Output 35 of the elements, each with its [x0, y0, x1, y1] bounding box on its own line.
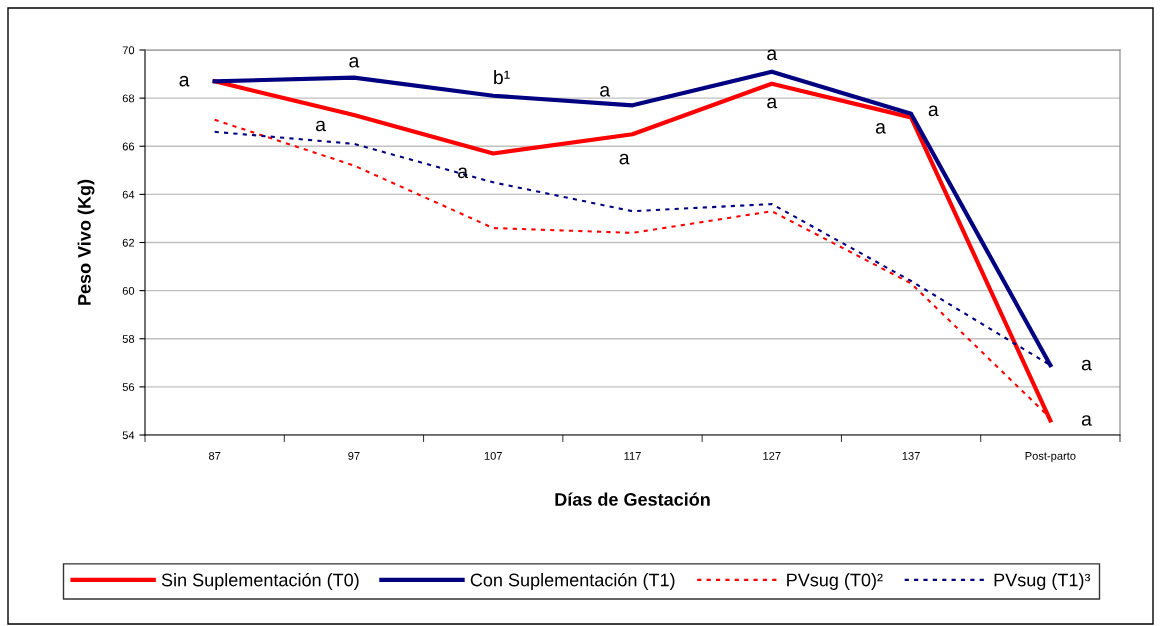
legend-label: Sin Suplementación (T0)	[161, 572, 359, 590]
legend-label: PVsug (T1)³	[994, 573, 1091, 590]
x-tick-label: 97	[348, 451, 360, 460]
annotation: a	[458, 167, 469, 179]
annotation: a	[767, 49, 778, 61]
y-tick-label: 70	[122, 46, 135, 55]
x-tick-label: Post-parto	[1025, 452, 1076, 463]
annotation: a	[619, 153, 630, 165]
x-tick-label: 107	[484, 451, 502, 460]
annotation: a	[767, 97, 778, 109]
x-tick-label: 127	[763, 451, 781, 460]
y-tick-label: 62	[122, 238, 135, 247]
annotation: a	[928, 105, 939, 117]
y-tick-label: 56	[122, 383, 135, 392]
legend-label: Con Suplementación (T1)	[470, 572, 675, 590]
x-tick-label: 117	[624, 452, 641, 460]
annotation: a	[1081, 359, 1092, 371]
annotation: a	[1081, 415, 1092, 426]
y-tick-label: 54	[122, 431, 135, 440]
y-tick-label: 68	[122, 94, 135, 103]
legend-label: PVsug (T0)²	[787, 573, 883, 590]
annotation: a	[349, 56, 360, 68]
annotation: a	[316, 120, 326, 132]
annotation: b¹	[494, 69, 510, 85]
y-tick-label: 64	[122, 190, 135, 199]
y-tick-label: 60	[122, 286, 135, 295]
y-tick-label: 58	[122, 335, 135, 343]
x-axis-title: Días de Gestación	[555, 492, 710, 506]
x-tick-label: 87	[208, 451, 221, 460]
x-tick-label: 137	[902, 451, 920, 460]
annotation: a	[875, 123, 886, 134]
y-axis-title: Peso Vivo (Kg)	[77, 179, 95, 305]
annotation: a	[600, 86, 611, 97]
y-tick-label: 66	[122, 142, 135, 151]
annotation: a	[179, 75, 190, 87]
